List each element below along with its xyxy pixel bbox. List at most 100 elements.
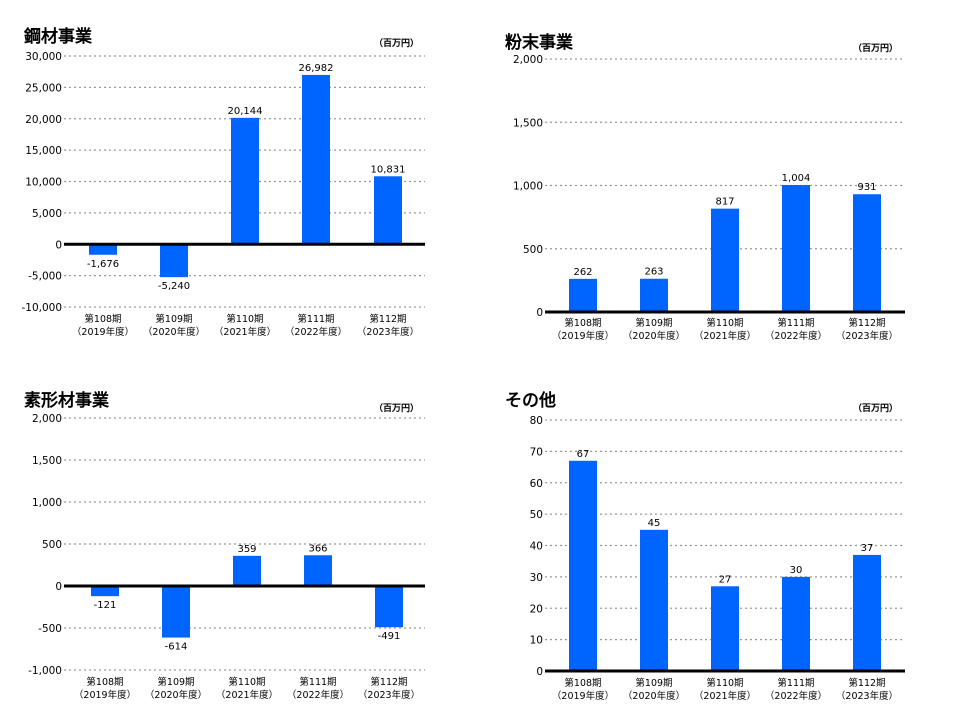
material-data-label: 359 [237, 544, 256, 555]
material-x-tick-sublabel: （2023年度） [358, 689, 420, 701]
steel-x-tick-label: 第109期 [155, 313, 192, 325]
other-bar [569, 460, 597, 671]
powder-data-label: 931 [857, 182, 876, 193]
material-bar [91, 586, 119, 597]
steel-y-tick-label: 5,000 [32, 208, 62, 220]
steel-x-tick-label: 第108期 [84, 313, 121, 325]
other-x-tick-label: 第108期 [564, 677, 601, 689]
material-y-tick-label: 2,000 [32, 413, 62, 425]
other-data-label: 27 [719, 574, 732, 585]
material-y-tick-label: 1,500 [32, 455, 62, 467]
other-y-tick-label: 60 [530, 478, 543, 490]
material-x-tick-label: 第111期 [299, 676, 336, 688]
other-y-tick-label: 10 [530, 635, 543, 647]
steel-data-label: 26,982 [299, 63, 334, 74]
steel-y-tick-label: -10,000 [21, 302, 62, 314]
powder-x-tick-sublabel: （2022年度） [765, 330, 827, 342]
material-x-tick-label: 第108期 [86, 676, 123, 688]
material-data-label: -491 [378, 631, 401, 642]
other-x-tick-sublabel: （2020年度） [623, 690, 685, 702]
chart-title-powder: 粉末事業 [505, 33, 573, 53]
powder-x-tick-label: 第109期 [635, 317, 672, 329]
other-y-tick-label: 70 [530, 446, 543, 458]
other-x-tick-sublabel: （2019年度） [552, 690, 614, 702]
other-bar [782, 576, 810, 671]
material-y-tick-label: -1,000 [28, 665, 62, 677]
material-x-tick-sublabel: （2022年度） [287, 689, 349, 701]
steel-x-tick-sublabel: （2022年度） [285, 326, 347, 338]
other-data-label: 45 [648, 518, 661, 529]
material-y-tick-label: 500 [42, 539, 62, 551]
powder-data-label: 817 [715, 197, 734, 208]
steel-y-tick-label: 0 [55, 239, 62, 251]
other-x-tick-label: 第109期 [635, 677, 672, 689]
powder-bar [782, 184, 810, 312]
other-y-tick-label: 80 [530, 415, 543, 427]
steel-data-label: -5,240 [158, 281, 190, 292]
material-x-tick-label: 第109期 [157, 676, 194, 688]
steel-y-tick-label: 10,000 [25, 177, 62, 189]
other-bar [640, 529, 668, 671]
steel-bar [231, 117, 259, 245]
steel-x-tick-sublabel: （2023年度） [357, 326, 419, 338]
other-data-label: 37 [861, 543, 874, 554]
powder-data-label: 263 [644, 267, 663, 278]
steel-data-label: 10,831 [371, 164, 406, 175]
steel-x-tick-label: 第112期 [369, 313, 406, 325]
powder-x-tick-sublabel: （2021年度） [694, 330, 756, 342]
chart-title-other: その他 [505, 391, 556, 411]
other-bar [711, 586, 739, 671]
other-x-tick-sublabel: （2021年度） [694, 690, 756, 702]
chart-title-material: 素形材事業 [24, 391, 109, 411]
material-data-label: 366 [308, 543, 327, 554]
other-x-tick-label: 第110期 [706, 677, 743, 689]
material-bar [162, 586, 190, 638]
material-y-tick-label: -500 [38, 623, 62, 635]
powder-x-tick-label: 第111期 [777, 317, 814, 329]
powder-y-tick-label: 1,500 [513, 117, 543, 129]
powder-x-tick-sublabel: （2020年度） [623, 330, 685, 342]
steel-x-tick-sublabel: （2021年度） [214, 326, 276, 338]
steel-bar [89, 244, 117, 255]
material-x-tick-sublabel: （2020年度） [145, 689, 207, 701]
powder-x-tick-sublabel: （2023年度） [836, 330, 898, 342]
material-bar [304, 555, 332, 586]
steel-bar [302, 74, 330, 245]
powder-bar [569, 278, 597, 312]
powder-y-tick-label: 500 [523, 244, 543, 256]
steel-y-tick-label: 15,000 [25, 145, 62, 157]
steel-x-tick-sublabel: （2019年度） [72, 326, 134, 338]
other-x-tick-label: 第112期 [848, 677, 885, 689]
powder-y-tick-label: 1,000 [513, 181, 543, 193]
unit-label-steel: （百万円） [374, 39, 420, 49]
powder-bar [711, 208, 739, 312]
other-data-label: 30 [790, 565, 803, 576]
material-y-tick-label: 1,000 [32, 497, 62, 509]
material-x-tick-label: 第110期 [228, 676, 265, 688]
other-data-label: 67 [577, 449, 590, 460]
powder-x-tick-label: 第110期 [706, 317, 743, 329]
powder-data-label: 262 [573, 267, 592, 278]
powder-bar [640, 278, 668, 312]
steel-bar [374, 176, 402, 245]
material-x-tick-sublabel: （2021年度） [216, 689, 278, 701]
other-x-tick-sublabel: （2022年度） [765, 690, 827, 702]
steel-y-tick-label: 30,000 [25, 51, 62, 63]
unit-label-other: （百万円） [853, 404, 899, 414]
material-bar [375, 586, 403, 628]
other-y-tick-label: 40 [530, 541, 543, 553]
unit-label-powder: （百万円） [853, 44, 899, 54]
powder-bar [853, 194, 881, 312]
steel-data-label: -1,676 [87, 259, 119, 270]
steel-bar [160, 244, 188, 278]
material-bar [233, 555, 261, 586]
material-y-tick-label: 0 [55, 581, 62, 593]
chart-title-steel: 鋼材事業 [24, 27, 92, 47]
material-data-label: -121 [94, 600, 117, 611]
powder-x-tick-label: 第112期 [848, 317, 885, 329]
other-x-tick-label: 第111期 [777, 677, 814, 689]
steel-data-label: 20,144 [228, 106, 263, 117]
other-y-tick-label: 20 [530, 603, 543, 615]
unit-label-material: （百万円） [374, 404, 420, 414]
